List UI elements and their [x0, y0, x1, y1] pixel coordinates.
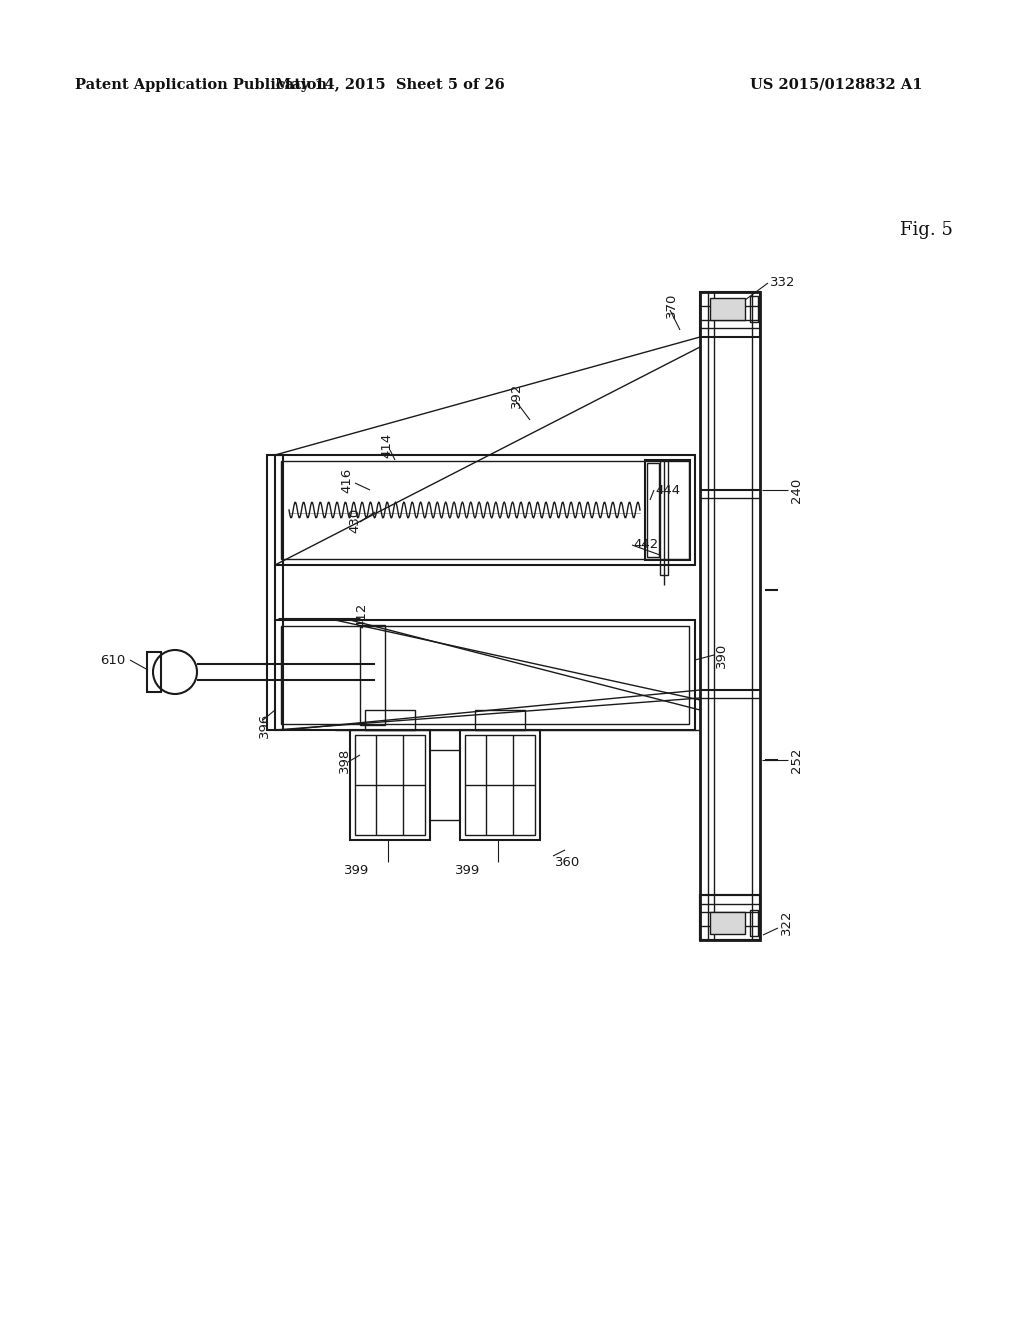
Bar — [700, 292, 760, 337]
Text: 392: 392 — [510, 383, 523, 408]
Text: 240: 240 — [790, 478, 803, 503]
Bar — [700, 895, 760, 940]
Text: 414: 414 — [380, 433, 393, 458]
Bar — [147, 652, 161, 692]
Bar — [710, 298, 745, 319]
Text: 370: 370 — [665, 292, 678, 318]
Bar — [365, 710, 415, 730]
Bar — [750, 909, 758, 936]
Text: May 14, 2015  Sheet 5 of 26: May 14, 2015 Sheet 5 of 26 — [275, 78, 505, 92]
Text: Patent Application Publication: Patent Application Publication — [75, 78, 327, 92]
Text: 412: 412 — [355, 602, 368, 628]
Bar — [275, 455, 695, 565]
Text: 442: 442 — [633, 539, 658, 552]
Bar — [660, 459, 668, 576]
Text: 332: 332 — [770, 276, 796, 289]
Bar — [355, 735, 425, 836]
Text: 416: 416 — [340, 467, 353, 492]
Text: 399: 399 — [344, 863, 370, 876]
Text: 399: 399 — [456, 863, 480, 876]
Text: 396: 396 — [258, 713, 271, 738]
Bar — [267, 455, 283, 730]
Bar — [645, 459, 690, 560]
Text: 444: 444 — [655, 483, 680, 496]
Bar — [275, 620, 695, 730]
Bar — [710, 912, 745, 935]
Bar — [647, 463, 659, 557]
Text: 360: 360 — [555, 855, 581, 869]
Text: 252: 252 — [790, 747, 803, 772]
Bar — [750, 296, 758, 322]
Text: 390: 390 — [715, 643, 728, 668]
Text: 322: 322 — [780, 909, 793, 935]
Bar — [465, 735, 535, 836]
Bar — [360, 624, 385, 725]
Text: Fig. 5: Fig. 5 — [900, 220, 953, 239]
Bar — [460, 730, 540, 840]
Bar — [281, 461, 689, 558]
Text: 610: 610 — [100, 653, 125, 667]
Bar — [350, 730, 430, 840]
Bar — [700, 895, 760, 940]
Bar — [475, 710, 525, 730]
Text: 398: 398 — [338, 747, 351, 772]
Bar — [281, 626, 689, 723]
Text: US 2015/0128832 A1: US 2015/0128832 A1 — [750, 78, 923, 92]
Text: 430: 430 — [348, 507, 361, 533]
Bar — [700, 292, 760, 940]
